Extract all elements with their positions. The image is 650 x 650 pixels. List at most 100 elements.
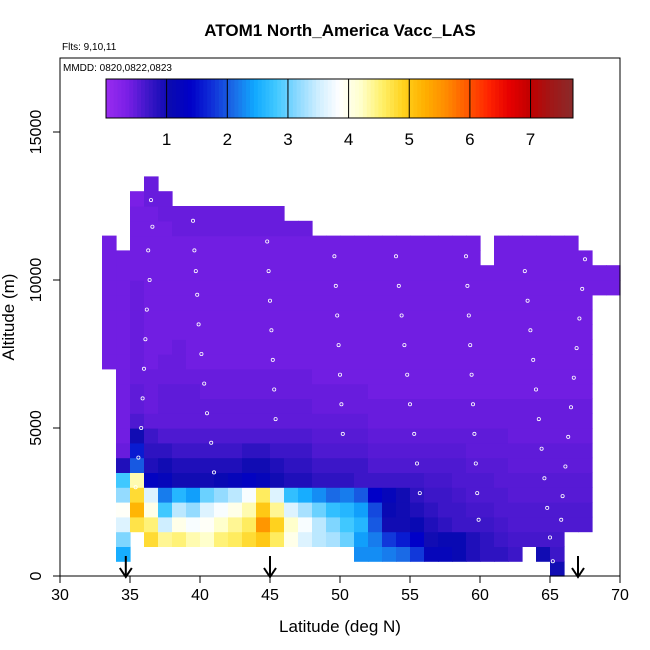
heatmap-cell [368,368,383,385]
heatmap-cell [466,280,481,296]
heatmap-cell [298,383,313,399]
heatmap-cell [298,354,313,370]
colorbar-swatch [347,79,352,118]
heatmap-cell [130,265,145,281]
heatmap-cell [410,294,425,311]
heatmap-cell [186,354,201,370]
heatmap-cell [438,250,453,266]
heatmap-cell [410,280,425,296]
heatmap-cell [438,472,453,488]
heatmap-cell [424,472,439,488]
heatmap-cell [564,368,579,385]
heatmap-cell [340,280,355,296]
heatmap-cell [102,324,117,340]
heatmap-cell [284,294,299,311]
heatmap-cell [354,324,369,340]
heatmap-cell [424,413,439,429]
heatmap-cell [494,413,509,429]
heatmap-cell [284,531,299,547]
heatmap-cell [172,354,187,370]
heatmap-cell [172,516,187,533]
heatmap-cell [172,457,187,473]
heatmap-cell [312,368,327,385]
heatmap-cell [158,398,173,414]
flight-sample-dot [150,224,155,229]
heatmap-cell [536,428,551,444]
flight-sample-dot [136,455,141,460]
flight-sample-dot [566,434,571,439]
y-axis-label: Altitude (m) [0,274,18,361]
heatmap-cell [186,516,201,533]
x-tick-label: 70 [611,587,629,604]
heatmap-cell [424,368,439,385]
heatmap-cell [144,502,159,518]
heatmap-cell [270,324,285,340]
heatmap-cell [550,294,565,311]
heatmap-cell [508,383,523,399]
flight-sample-dot [211,470,216,475]
colorbar-swatch [308,79,313,118]
heatmap-cell [368,250,383,266]
heatmap-cell [340,398,355,414]
heatmap-cell [340,309,355,325]
heatmap-cell [242,309,257,325]
heatmap-cell [200,294,215,311]
heatmap-cell [102,294,117,311]
heatmap-cell [312,457,327,473]
heatmap-cell [270,398,285,414]
heatmap-cell [242,250,257,266]
heatmap-cell [494,472,509,488]
heatmap-cell [368,309,383,325]
heatmap-cell [480,339,495,355]
colorbar-swatch [117,79,123,118]
heatmap-cell [116,457,131,473]
colorbar-tick-label: 6 [465,130,474,149]
heatmap-cell [522,309,537,325]
heatmap-cell [186,309,201,325]
heatmap-cell [438,354,453,370]
flight-sample-dot [393,254,398,259]
heatmap-cell [242,265,257,281]
heatmap-cell [158,324,173,340]
heatmap-cell [186,398,201,414]
colorbar-swatch [491,79,496,118]
colorbar-swatch [537,79,543,118]
heatmap-cell [508,368,523,385]
heatmap-cell [396,324,411,340]
colorbar-swatch [253,79,259,118]
colorbar-tick-label: 5 [405,130,414,149]
heatmap-cell [452,502,467,518]
heatmap-cell [550,280,565,296]
heatmap-cell [438,531,453,547]
heatmap-cell [256,398,271,414]
heatmap-cell [200,413,215,429]
colorbar-swatch [569,79,574,118]
heatmap-cell [144,368,159,385]
heatmap-cell [242,368,257,385]
heatmap-cell [158,383,173,399]
heatmap-cell [326,339,341,355]
colorbar-swatch [429,79,434,118]
heatmap-cell [438,368,453,385]
heatmap-cell [536,531,551,547]
heatmap-cell [368,354,383,370]
heatmap-cell [228,354,243,370]
heatmap-cell [536,368,551,385]
heatmap-cell [284,368,299,385]
flight-sample-dot [332,254,337,259]
flights-annotation: Flts: 9,10,11 [62,42,117,53]
heatmap-cell [312,309,327,325]
heatmap-cell [312,516,327,533]
heatmap-cell [382,546,397,562]
heatmap-cell [326,502,341,518]
heatmap-cell [396,487,411,503]
flight-sample-dot [559,517,564,522]
heatmap-cell [256,220,271,237]
colorbar-swatch [432,79,438,118]
flight-sample-dot [269,328,274,333]
heatmap-cell [438,235,453,251]
heatmap-cell [312,294,327,311]
heatmap-cell [536,265,551,281]
colorbar-swatch [518,79,523,118]
heatmap-cell [438,309,453,325]
